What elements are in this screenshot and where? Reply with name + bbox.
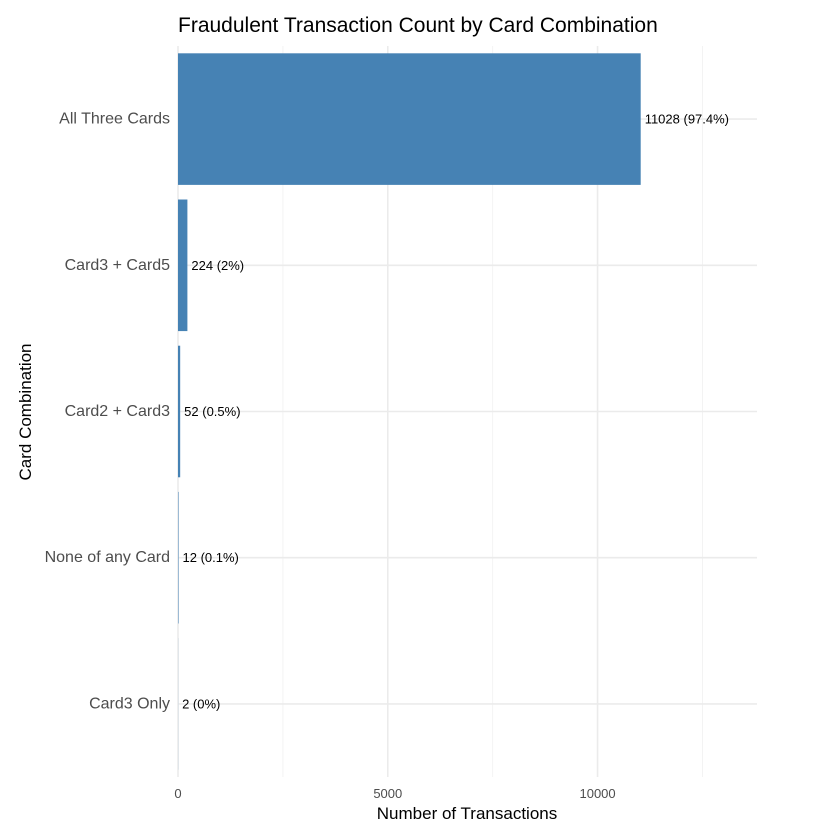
data-labels: 11028 (97.4%) 224 (2%) 52 (0.5%) 12 (0.1%) 2…: [182, 112, 729, 712]
chart-title: Fraudulent Transaction Count by Card Com…: [178, 14, 658, 37]
bar: [178, 491, 179, 624]
x-tick-label: 10000: [579, 786, 615, 801]
category-label: None of any Card: [45, 549, 170, 566]
category-label: Card3 + Card5: [65, 257, 170, 274]
category-labels: All Three Cards Card3 + Card5 Card2 + Card…: [45, 111, 171, 713]
bar: [178, 345, 181, 478]
y-axis-title: Card Combination: [16, 343, 35, 480]
data-label: 12 (0.1%): [183, 550, 239, 565]
x-tick-labels: 0 5000 10000: [174, 786, 615, 801]
bar: [178, 199, 188, 332]
category-label: Card2 + Card3: [65, 403, 170, 420]
category-label: Card3 Only: [89, 695, 170, 712]
data-label: 224 (2%): [191, 258, 244, 273]
x-tick-label: 5000: [373, 786, 402, 801]
bar: [178, 53, 641, 185]
x-axis-title: Number of Transactions: [377, 804, 557, 823]
category-label: All Three Cards: [59, 111, 170, 128]
data-label: 11028 (97.4%): [645, 112, 729, 127]
data-label: 2 (0%): [182, 696, 220, 711]
x-tick-label: 0: [174, 786, 181, 801]
bars: [178, 53, 641, 770]
data-label: 52 (0.5%): [184, 404, 240, 419]
